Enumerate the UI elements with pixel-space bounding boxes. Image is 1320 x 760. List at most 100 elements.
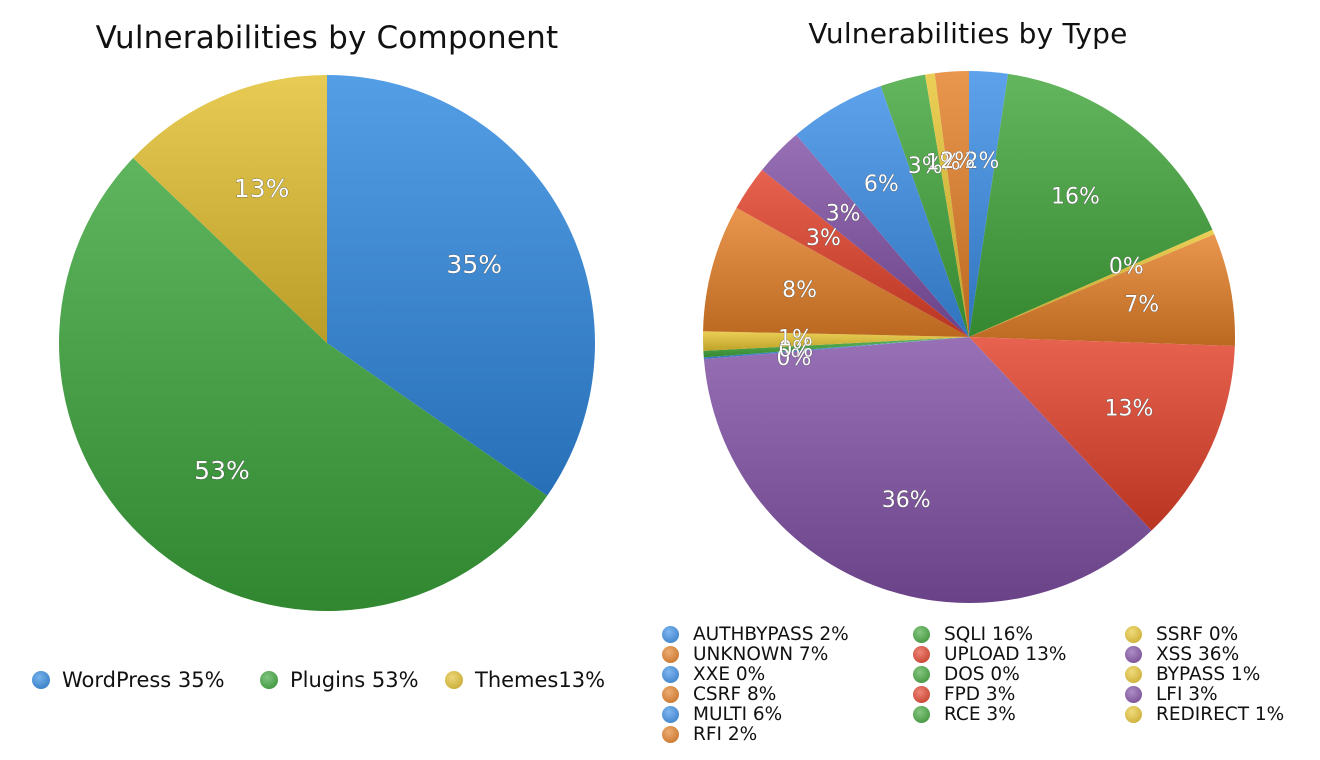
legend-label-ssrf: SSRF 0% [1156, 624, 1239, 645]
pie-slice-dos [703, 337, 969, 358]
legend-label-wordpress: WordPress 35% [62, 668, 225, 692]
legend-item-upload: UPLOAD 13% [913, 644, 1066, 665]
legend-item-csrf: CSRF 8% [662, 684, 776, 705]
pie-slice-xxe [703, 337, 969, 360]
legend-item-authbypass: AUTHBYPASS 2% [662, 624, 849, 645]
legend-swatch-bypass [1125, 666, 1142, 683]
legend-label-fpd: FPD 3% [944, 684, 1016, 705]
legend-item-fpd: FPD 3% [913, 684, 1015, 705]
pie-0 [58, 75, 595, 612]
slice-label-plugins: 53% [194, 456, 250, 485]
legend-label-sqli: SQLI 16% [944, 624, 1034, 645]
slice-label-fpd: 3% [806, 226, 841, 251]
pie-slice-xss [703, 337, 1152, 603]
slice-label-xss: 36% [882, 488, 931, 513]
legend-label-rce: RCE 3% [944, 704, 1016, 725]
legend-swatch-plugins [260, 671, 278, 689]
legend-label-redirect: REDIRECT 1% [1156, 704, 1285, 725]
pie-slice-ssrf [969, 229, 1215, 337]
legend-label-xxe: XXE 0% [693, 664, 766, 685]
legend-swatch-fpd [913, 686, 930, 703]
slice-label-rfi: 2% [940, 149, 975, 174]
slice-label-csrf: 8% [782, 278, 817, 303]
legend-label-authbypass: AUTHBYPASS 2% [693, 624, 849, 645]
slice-label-authbypass: 2% [964, 149, 999, 174]
pie-slice-rce [880, 74, 969, 337]
chart-title-type: Vulnerabilities by Type [808, 17, 1128, 50]
legend-item-xss: XSS 36% [1125, 644, 1239, 665]
pie-slice-sqli [969, 73, 1213, 337]
legend-swatch-redirect [1125, 706, 1142, 723]
slice-label-wordpress: 35% [446, 250, 502, 279]
pie-slice-themes [133, 75, 327, 343]
slice-label-dos: 0% [778, 337, 813, 362]
legend-label-dos: DOS 0% [944, 664, 1020, 685]
slice-label-unknown: 7% [1124, 292, 1159, 317]
legend-item-rce: RCE 3% [913, 704, 1016, 725]
legend-label-bypass: BYPASS 1% [1156, 664, 1261, 685]
slice-label-redirect: 1% [926, 150, 961, 175]
legend-item-xxe: XXE 0% [662, 664, 765, 685]
legend-swatch-authbypass [662, 626, 679, 643]
slice-label-bypass: 1% [778, 327, 813, 352]
pie-slice-unknown [969, 234, 1235, 346]
legend-swatch-upload [913, 646, 930, 663]
legend-item-sqli: SQLI 16% [913, 624, 1033, 645]
legend-item-unknown: UNKNOWN 7% [662, 644, 828, 665]
slice-label-ssrf: 0% [1109, 255, 1144, 280]
legend-item-themes: Themes13% [445, 668, 605, 692]
legend-swatch-dos [913, 666, 930, 683]
legend-swatch-lfi [1125, 686, 1142, 703]
legend-swatch-multi [662, 706, 679, 723]
pie-slice-authbypass [969, 71, 1009, 337]
legend-item-ssrf: SSRF 0% [1125, 624, 1238, 645]
legend-label-lfi: LFI 3% [1156, 684, 1218, 705]
legend-label-plugins: Plugins 53% [290, 668, 419, 692]
pie-slice-redirect [925, 73, 969, 337]
legend-swatch-unknown [662, 646, 679, 663]
pie-slice-bypass [703, 331, 969, 351]
slice-label-lfi: 3% [826, 202, 861, 227]
legend-swatch-csrf [662, 686, 679, 703]
slice-label-rce: 3% [908, 154, 943, 179]
legend-label-xss: XSS 36% [1156, 644, 1240, 665]
pie-1 [703, 71, 1235, 603]
legend-item-dos: DOS 0% [913, 664, 1020, 685]
pie-slice-plugins [58, 157, 548, 612]
legend-item-bypass: BYPASS 1% [1125, 664, 1260, 685]
slice-label-multi: 6% [864, 172, 899, 197]
legend-item-redirect: REDIRECT 1% [1125, 704, 1284, 725]
legend-swatch-themes [445, 671, 463, 689]
pie-slice-upload [969, 337, 1235, 531]
slice-label-xxe: 0% [777, 346, 812, 371]
legend-item-multi: MULTI 6% [662, 704, 782, 725]
legend-swatch-rfi [662, 726, 679, 743]
slice-label-sqli: 16% [1051, 184, 1100, 209]
pie-slice-lfi [762, 134, 969, 337]
legend-label-csrf: CSRF 8% [693, 684, 777, 705]
legend-label-multi: MULTI 6% [693, 704, 783, 725]
legend-label-unknown: UNKNOWN 7% [693, 644, 829, 665]
slice-label-themes: 13% [234, 174, 290, 203]
pie-slice-csrf [703, 207, 969, 337]
pie-slice-rfi [934, 71, 969, 337]
legend-label-themes: Themes13% [475, 668, 606, 692]
chart-title-component: Vulnerabilities by Component [95, 20, 559, 56]
legend-item-plugins: Plugins 53% [260, 668, 419, 692]
legend-swatch-rce [913, 706, 930, 723]
legend-swatch-xxe [662, 666, 679, 683]
pie-slice-wordpress [327, 75, 595, 496]
legend-label-upload: UPLOAD 13% [944, 644, 1067, 665]
legend-swatch-ssrf [1125, 626, 1142, 643]
legend-item-wordpress: WordPress 35% [32, 668, 225, 692]
legend-item-rfi: RFI 2% [662, 724, 757, 745]
slice-label-upload: 13% [1105, 396, 1154, 421]
legend-swatch-wordpress [32, 671, 50, 689]
legend-item-lfi: LFI 3% [1125, 684, 1218, 705]
legend-swatch-sqli [913, 626, 930, 643]
legend-label-rfi: RFI 2% [693, 724, 758, 745]
legend-swatch-xss [1125, 646, 1142, 663]
pie-slice-fpd [736, 169, 969, 337]
pie-slice-multi [796, 86, 969, 337]
